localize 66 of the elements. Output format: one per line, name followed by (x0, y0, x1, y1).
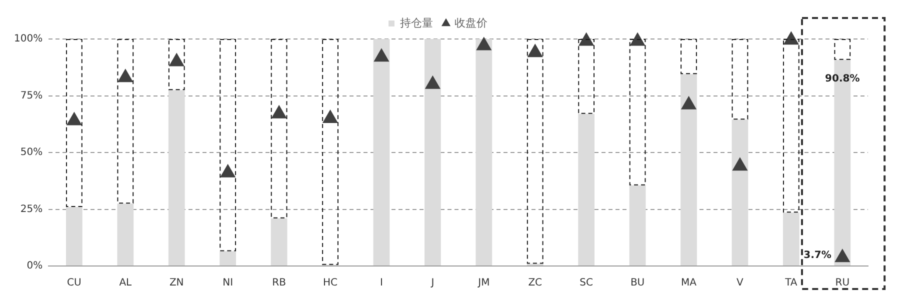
x-tick-label: I (380, 278, 383, 289)
y-tick-label: 75% (20, 90, 43, 102)
bar (373, 39, 390, 266)
point (322, 110, 338, 123)
bar (117, 39, 134, 204)
bar (680, 39, 697, 74)
point (681, 96, 696, 110)
legend-label: 收盘价 (454, 16, 488, 30)
point (528, 44, 543, 58)
point (66, 112, 82, 126)
y-tick-label: 0% (26, 260, 43, 272)
point (476, 37, 492, 50)
bar (732, 39, 748, 120)
bar (782, 39, 800, 213)
bar (629, 39, 646, 186)
legend-label: 持仓量 (400, 16, 433, 30)
point (834, 249, 850, 262)
x-tick-label: AL (119, 278, 132, 289)
bar (117, 204, 134, 266)
x-tick-label: JM (477, 278, 490, 289)
point (374, 48, 389, 62)
data-label: 3.7% (804, 250, 832, 262)
bar (578, 114, 595, 266)
data-label: 90.8% (825, 73, 860, 84)
bar (424, 39, 441, 266)
bar (578, 39, 595, 114)
point (220, 164, 236, 178)
x-tick-label: V (736, 278, 744, 289)
bar (168, 39, 185, 90)
x-tick-label: BU (630, 278, 645, 289)
y-tick-label: 100% (14, 34, 43, 45)
point (784, 32, 799, 45)
bar (220, 251, 236, 266)
bar (66, 39, 82, 207)
bar (732, 120, 748, 266)
x-tick-label: RU (835, 278, 850, 289)
x-tick-label: J (430, 278, 434, 289)
point (425, 76, 440, 89)
y-tick-label: 50% (20, 147, 43, 158)
bar (270, 39, 288, 218)
bar (782, 212, 800, 266)
point (578, 32, 594, 46)
point (272, 105, 286, 118)
x-tick-label: CU (67, 278, 82, 289)
x-tick-label: TA (784, 278, 798, 289)
bar (168, 90, 185, 266)
x-tick-label: ZN (169, 278, 184, 289)
point (118, 69, 133, 82)
bar (680, 74, 697, 266)
bar (270, 218, 288, 266)
x-tick-label: HC (323, 278, 338, 289)
bar (220, 39, 236, 252)
x-tick-label: ZC (528, 278, 542, 289)
bar (629, 185, 646, 266)
point (732, 158, 748, 171)
x-tick-label: RB (272, 278, 286, 289)
bar (526, 39, 544, 264)
point (630, 32, 645, 46)
x-tick-label: MA (681, 278, 697, 289)
bar (322, 39, 338, 265)
x-tick-label: NI (222, 278, 234, 289)
bar (476, 39, 492, 266)
bar (66, 206, 82, 266)
x-tick-label: SC (580, 278, 594, 289)
bar (834, 39, 851, 60)
y-tick-label: 25% (20, 204, 43, 215)
